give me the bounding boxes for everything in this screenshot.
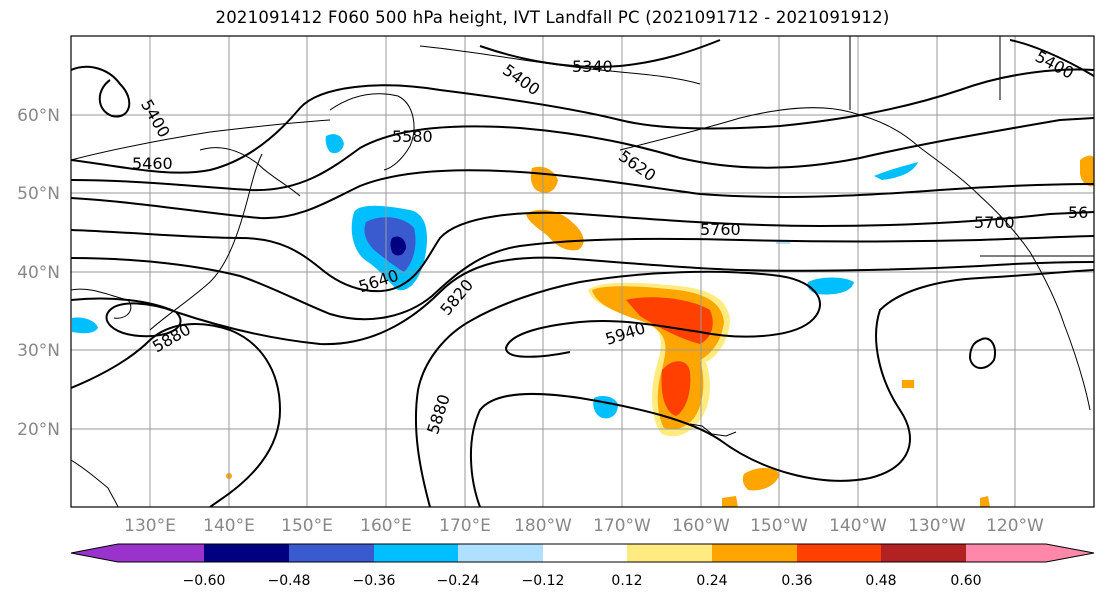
colorbar-segment (374, 544, 458, 562)
height-contours (71, 39, 1094, 507)
lon-label: 130°W (908, 516, 966, 536)
coast-okhotsk (71, 119, 331, 161)
lat-label: 30°N (17, 341, 60, 361)
lon-label: 180°W (514, 516, 572, 536)
colorbar-segment (797, 544, 881, 562)
lat-label: 50°N (17, 184, 60, 204)
colorbar-extend-high (966, 544, 1094, 562)
negative-region-kamchatka (325, 134, 344, 154)
longitude-labels: 130°E 140°E 150°E 160°E 170°E 180°W 170°… (124, 516, 1044, 536)
lon-label: 120°W (986, 516, 1044, 536)
coast-alaska (619, 107, 919, 151)
positive-region-south (742, 468, 780, 491)
contour-5940 (414, 270, 821, 507)
contour-5880-east (469, 269, 1094, 507)
coast-kamchatka (329, 93, 415, 171)
lon-label: 140°E (203, 516, 255, 536)
coast-philippines (71, 459, 119, 507)
map-panel: 5400 5460 5340 5400 5580 5620 5760 5700 … (70, 35, 1095, 508)
lat-label: 60°N (17, 106, 60, 126)
lon-label: 150°E (281, 516, 333, 536)
contour-label: 5340 (572, 57, 613, 76)
coastlines (71, 36, 1094, 507)
colorbar-segment (204, 544, 289, 562)
positive-region-central-core-north (626, 297, 713, 344)
latitude-labels: 60°N 50°N 40°N 30°N 20°N (17, 106, 60, 440)
coast-japan (149, 153, 263, 331)
negative-region-gulf-alaska (874, 162, 918, 180)
colorbar-outline (70, 543, 1095, 563)
colorbar-tick-label: 0.12 (611, 573, 642, 589)
contour-5620 (71, 169, 1094, 220)
contour-label: 5760 (700, 220, 741, 239)
colorbar-tick-label: −0.24 (437, 573, 480, 589)
coast-north-america (917, 145, 1091, 411)
map-title: 2021091412 F060 500 hPa height, IVT Land… (215, 8, 890, 27)
colorbar-tick-label: −0.48 (268, 573, 311, 589)
colorbar-tick-label: 0.60 (950, 573, 981, 589)
colorbar-segment (289, 544, 374, 562)
lon-label: 160°W (672, 516, 730, 536)
lat-label: 40°N (17, 263, 60, 283)
colorbar-segment (543, 544, 627, 562)
colorbar-tick-label: −0.60 (183, 573, 226, 589)
positive-region-south-edge (722, 496, 738, 507)
negative-region-kuril-core (364, 217, 416, 272)
colorbar-tick-label: 0.48 (865, 573, 896, 589)
colorbar-tick-label: 0.24 (696, 573, 727, 589)
colorbar-ticks: −0.60 −0.48 −0.36 −0.24 −0.12 0.12 0.24 … (183, 573, 982, 589)
contour-label: 5460 (132, 154, 173, 173)
positive-region-small-se (980, 496, 990, 507)
colorbar-tick-label: −0.36 (353, 573, 396, 589)
colorbar: −0.60 −0.48 −0.36 −0.24 −0.12 0.12 0.24 … (70, 543, 1095, 589)
colorbar-segment (881, 544, 966, 562)
colorbar-segment (627, 544, 712, 562)
contour-5820 (71, 256, 1094, 346)
contour-5460 (71, 68, 1094, 174)
contour-5400-east (1009, 39, 1094, 77)
lon-label: 160°E (360, 516, 412, 536)
ivt-shading (72, 134, 1094, 507)
positive-region-central-core-south (661, 361, 691, 416)
border-lines (849, 36, 1094, 257)
map-frame (70, 35, 1095, 508)
lon-label: 170°W (593, 516, 651, 536)
contour-5760 (71, 235, 1094, 321)
lon-label: 150°W (750, 516, 808, 536)
contour-5700 (71, 211, 1094, 293)
contour-closed-east (968, 337, 996, 369)
contour-label: 56 (1068, 203, 1088, 222)
coast-sakhalin (199, 147, 301, 197)
contour-label: 5580 (392, 127, 433, 146)
positive-region-dateline (526, 209, 584, 251)
lat-label: 20°N (17, 420, 60, 440)
contour-5580 (71, 117, 1094, 192)
colorbar-segment (458, 544, 543, 562)
lon-label: 130°E (124, 516, 176, 536)
negative-region-east-pacific (807, 277, 854, 295)
negative-region-kuril-peak (390, 236, 406, 256)
lon-label: 170°E (439, 516, 491, 536)
positive-region-pnw (1080, 155, 1094, 187)
colorbar-tick-label: 0.36 (781, 573, 812, 589)
coast-siberia (419, 45, 701, 85)
contour-5340 (479, 39, 721, 68)
contour-label: 5700 (974, 213, 1015, 232)
contour-5880-west (71, 323, 282, 507)
lon-label: 140°W (829, 516, 887, 536)
negative-region-west (72, 317, 98, 334)
colorbar-tick-label: −0.12 (522, 573, 565, 589)
colorbar-extend-low (71, 544, 204, 562)
positive-region-small-east (902, 380, 914, 388)
contour-5400-west (71, 65, 131, 118)
colorbar-segment (712, 544, 797, 562)
